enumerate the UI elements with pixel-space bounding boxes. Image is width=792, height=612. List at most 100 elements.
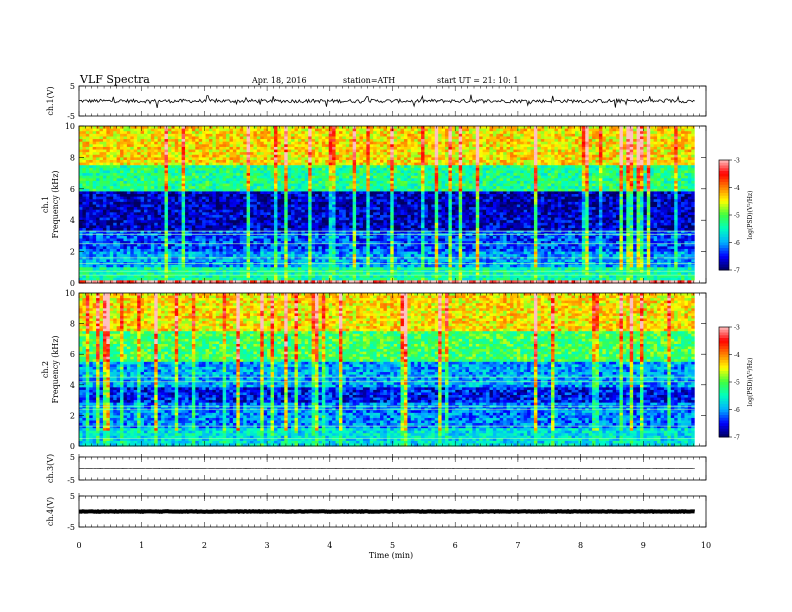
spectrogram-cell xyxy=(256,139,261,143)
spectrogram-cell xyxy=(291,136,296,140)
spectrogram-cell xyxy=(434,146,439,151)
spectrogram-cell xyxy=(188,152,193,156)
spectrogram-cell xyxy=(636,126,641,130)
spectrogram-cell xyxy=(267,165,272,169)
spectrogram-cell xyxy=(318,131,323,135)
spectrogram-cell xyxy=(291,160,296,164)
spectrogram-cell xyxy=(243,126,248,130)
spectrogram-cell xyxy=(472,128,477,132)
spectrogram-cell xyxy=(465,149,470,153)
spectrogram-cell xyxy=(571,141,576,145)
spectrogram-cell xyxy=(140,131,145,135)
spectrogram-cell xyxy=(380,146,385,151)
spectrogram-cell xyxy=(667,154,672,158)
spectrogram-cell xyxy=(407,131,412,135)
spectrogram-cell xyxy=(321,157,326,161)
spectrogram-cell xyxy=(352,141,357,145)
spectrogram-cell xyxy=(325,165,330,169)
spectrogram-cell xyxy=(448,146,453,151)
spectrogram-cell xyxy=(273,136,278,140)
spectrogram-cell xyxy=(465,160,470,164)
spectrogram-cell xyxy=(229,157,234,161)
spectrogram-cell xyxy=(681,149,686,153)
spectrogram-cell xyxy=(667,139,672,143)
spectrogram-cell xyxy=(174,160,179,164)
spectrogram-cell xyxy=(380,126,385,130)
spectrogram-cell xyxy=(174,144,179,148)
spectrogram-cell xyxy=(537,149,542,153)
spectrogram-cell xyxy=(181,162,186,166)
spectrogram-cell xyxy=(246,160,251,164)
spectrogram-cell xyxy=(588,154,593,158)
spectrogram-cell xyxy=(403,165,408,169)
spectrogram-cell xyxy=(486,160,491,164)
spectrogram-cell xyxy=(376,131,381,135)
spectrogram-cell xyxy=(212,152,217,156)
spectrogram-cell xyxy=(462,126,467,130)
spectrogram-cell xyxy=(232,162,237,166)
spectrogram-cell xyxy=(191,128,196,132)
spectrogram-cell xyxy=(222,149,227,153)
spectrogram-cell xyxy=(472,160,477,164)
spectrogram-cell xyxy=(342,162,347,166)
spectrogram-cell xyxy=(273,162,278,166)
spectrogram-cell xyxy=(530,128,535,132)
spectrogram-cell xyxy=(191,146,196,151)
spectrogram-cell xyxy=(147,141,152,145)
spectrogram-cell xyxy=(612,154,617,158)
spectrogram-cell xyxy=(205,139,210,143)
spectrogram-cell xyxy=(397,165,402,169)
spectrogram-cell xyxy=(161,157,166,161)
spectrogram-cell xyxy=(598,149,603,153)
spectrogram-cell xyxy=(602,152,607,156)
spectrogram-cell xyxy=(609,165,614,169)
spectrogram-cell xyxy=(681,146,686,151)
spectrogram-cell xyxy=(297,157,302,161)
spectrogram-cell xyxy=(273,126,278,130)
spectrogram-cell xyxy=(424,141,429,145)
spectrogram-cell xyxy=(202,157,207,161)
spectrogram-cell xyxy=(311,136,316,140)
spectrogram-cell xyxy=(273,160,278,164)
spectrogram-cell xyxy=(89,160,94,164)
spectrogram-cell xyxy=(150,136,155,140)
spectrogram-cell xyxy=(304,157,309,161)
spectrogram-cell xyxy=(205,146,210,151)
spectrogram-cell xyxy=(574,157,580,161)
spectrogram-cell xyxy=(208,144,213,148)
spectrogram-cell xyxy=(219,131,224,135)
spectrogram-cell xyxy=(171,133,176,138)
spectrogram-cell xyxy=(164,139,169,143)
spectrogram-cell xyxy=(691,133,696,138)
spectrogram-cell xyxy=(133,157,138,161)
spectrogram-cell xyxy=(82,167,87,172)
spectrogram-cell xyxy=(670,141,675,145)
spectrogram-cell xyxy=(205,162,210,166)
spectrogram-cell xyxy=(434,126,439,130)
spectrogram-cell xyxy=(622,154,627,158)
spectrogram-cell xyxy=(427,141,432,145)
spectrogram-cell xyxy=(270,165,275,169)
spectrogram-cell xyxy=(161,149,166,153)
spectrogram-cell xyxy=(99,165,104,169)
spectrogram-cell xyxy=(677,165,682,169)
spectrogram-cell xyxy=(510,154,515,158)
spectrogram-cell xyxy=(670,157,675,161)
spectrogram-cell xyxy=(222,128,227,132)
spectrogram-cell xyxy=(253,149,258,153)
spectrogram-cell xyxy=(455,126,460,130)
spectrogram-cell xyxy=(427,139,432,143)
spectrogram-cell xyxy=(533,133,538,138)
spectrogram-cell xyxy=(527,128,532,132)
spectrogram-cell xyxy=(171,136,176,140)
spectrogram-cell xyxy=(581,128,586,132)
spectrogram-cell xyxy=(232,167,237,172)
spectrogram-cell xyxy=(643,162,648,166)
spectrogram-cell xyxy=(612,160,617,164)
spectrogram-cell xyxy=(598,136,603,140)
spectrogram-cell xyxy=(325,152,330,156)
spectrogram-cell xyxy=(222,136,227,140)
spectrogram-cell xyxy=(393,165,398,169)
spectrogram-cell xyxy=(356,128,361,132)
spectrogram-cell xyxy=(109,126,114,130)
